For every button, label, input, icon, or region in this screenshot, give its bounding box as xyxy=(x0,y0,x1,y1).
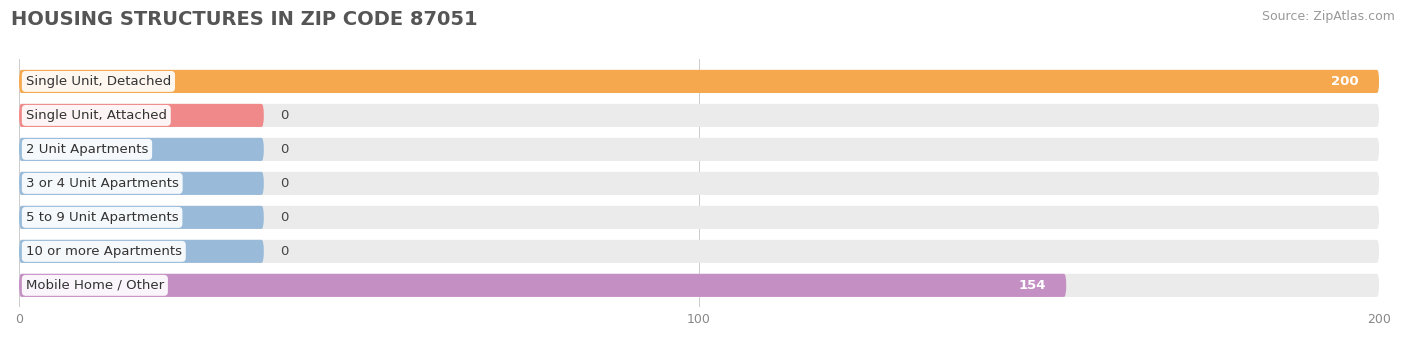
Text: 0: 0 xyxy=(280,177,288,190)
Text: 2 Unit Apartments: 2 Unit Apartments xyxy=(25,143,148,156)
Text: Source: ZipAtlas.com: Source: ZipAtlas.com xyxy=(1261,10,1395,23)
FancyBboxPatch shape xyxy=(20,206,1379,229)
Text: 200: 200 xyxy=(1331,75,1358,88)
Text: Single Unit, Detached: Single Unit, Detached xyxy=(25,75,172,88)
Text: 5 to 9 Unit Apartments: 5 to 9 Unit Apartments xyxy=(25,211,179,224)
Text: Mobile Home / Other: Mobile Home / Other xyxy=(25,279,165,292)
Text: 10 or more Apartments: 10 or more Apartments xyxy=(25,245,181,258)
FancyBboxPatch shape xyxy=(20,274,1066,297)
Text: 3 or 4 Unit Apartments: 3 or 4 Unit Apartments xyxy=(25,177,179,190)
FancyBboxPatch shape xyxy=(20,138,1379,161)
Text: 0: 0 xyxy=(280,211,288,224)
FancyBboxPatch shape xyxy=(20,172,1379,195)
Text: Single Unit, Attached: Single Unit, Attached xyxy=(25,109,167,122)
FancyBboxPatch shape xyxy=(20,172,264,195)
Text: 0: 0 xyxy=(280,143,288,156)
Text: HOUSING STRUCTURES IN ZIP CODE 87051: HOUSING STRUCTURES IN ZIP CODE 87051 xyxy=(11,10,478,29)
FancyBboxPatch shape xyxy=(20,70,1379,93)
FancyBboxPatch shape xyxy=(20,104,1379,127)
FancyBboxPatch shape xyxy=(20,138,264,161)
Text: 0: 0 xyxy=(280,109,288,122)
FancyBboxPatch shape xyxy=(20,70,1379,93)
Text: 154: 154 xyxy=(1018,279,1046,292)
FancyBboxPatch shape xyxy=(20,104,264,127)
FancyBboxPatch shape xyxy=(20,240,1379,263)
FancyBboxPatch shape xyxy=(20,274,1379,297)
FancyBboxPatch shape xyxy=(20,240,264,263)
FancyBboxPatch shape xyxy=(20,206,264,229)
Text: 0: 0 xyxy=(280,245,288,258)
